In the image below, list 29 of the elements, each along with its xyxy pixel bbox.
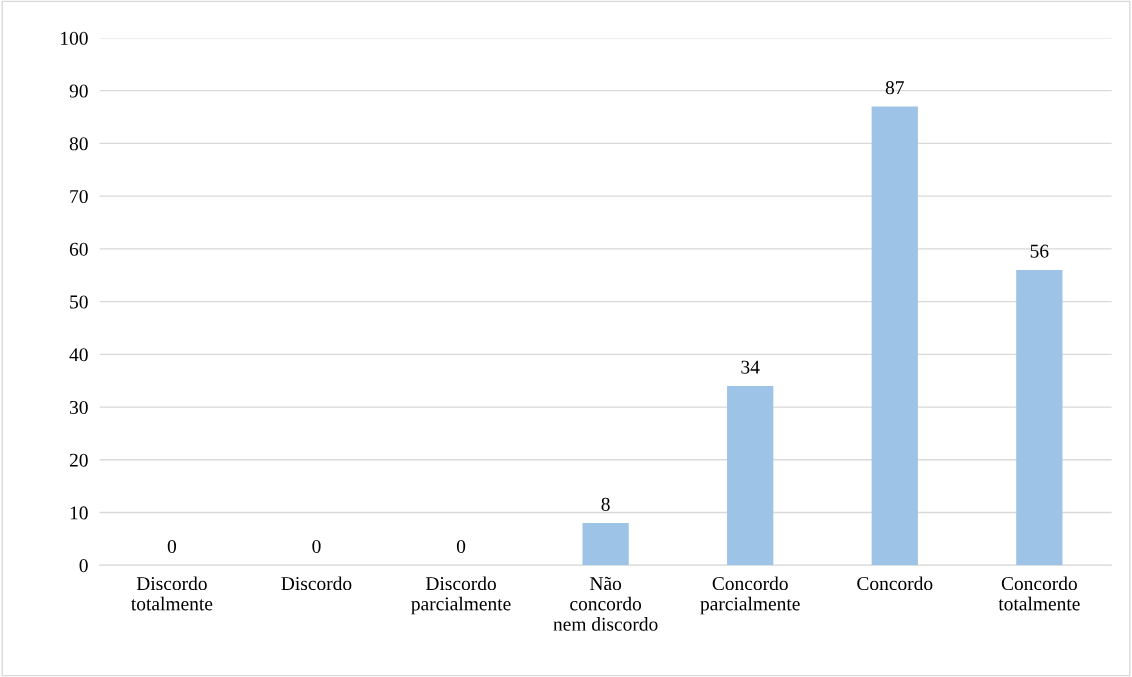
y-tick-label: 40 — [69, 348, 88, 362]
x-tick-label: Concordo totalmente — [998, 576, 1080, 611]
bar — [582, 523, 629, 566]
x-tick-label: Não concordo nem discordo — [553, 576, 658, 631]
y-tick-label: 10 — [70, 506, 88, 520]
y-tick-label: 70 — [70, 189, 88, 204]
x-tick-label: Discordo — [281, 576, 352, 591]
y-tick-label: 30 — [69, 400, 88, 415]
bar — [727, 385, 774, 566]
y-tick-label: 90 — [69, 84, 88, 98]
data-label: 0 — [312, 539, 321, 554]
data-label: 0 — [456, 539, 466, 554]
y-tick-label: 100 — [61, 31, 88, 45]
data-label: 56 — [1030, 244, 1049, 258]
data-label: 0 — [167, 539, 177, 554]
y-tick-label: 80 — [69, 137, 88, 151]
y-tick-label: 0 — [79, 559, 88, 573]
x-tick-label: Discordo totalmente — [131, 576, 213, 611]
x-tick-label: Concordo parcialmente — [700, 576, 800, 615]
bar — [871, 106, 918, 566]
y-tick-label: 60 — [69, 242, 88, 256]
y-tick-label: 50 — [70, 295, 88, 309]
x-tick-label: Discordo parcialmente — [411, 576, 511, 615]
data-label: 87 — [885, 81, 904, 95]
data-label: 34 — [741, 360, 760, 374]
y-tick-label: 20 — [69, 453, 88, 467]
data-label: 8 — [601, 497, 610, 511]
bar — [1016, 269, 1063, 566]
x-tick-label: Concordo — [857, 576, 933, 591]
